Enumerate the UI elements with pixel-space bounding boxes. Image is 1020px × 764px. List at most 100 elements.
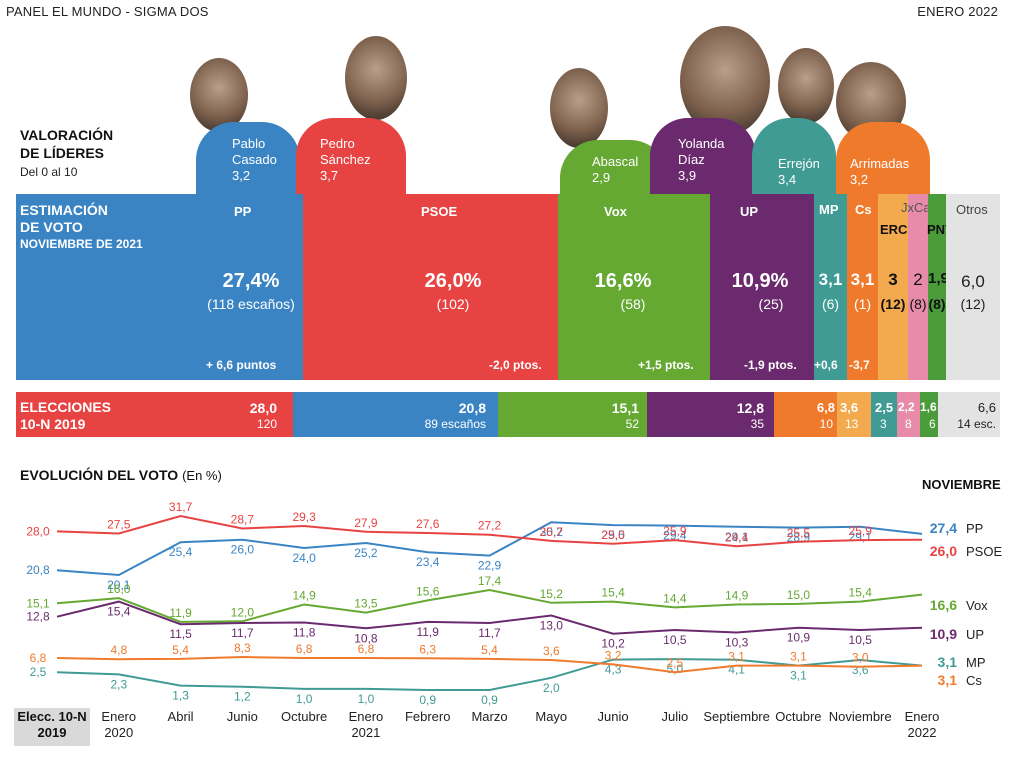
point-label-vox: 15,1 — [26, 596, 50, 610]
x-tick-label: Mayo — [535, 709, 568, 724]
point-label-cs: 6,8 — [358, 642, 375, 656]
arrimadas-body — [836, 122, 930, 194]
point-label-pp: 25,2 — [354, 546, 378, 560]
party-label: UP — [740, 204, 759, 219]
diaz-photo — [680, 26, 770, 136]
pct-value: 27,4% — [222, 270, 280, 292]
point-label-vox: 11,9 — [169, 606, 192, 620]
point-label-up: 11,9 — [416, 625, 439, 639]
date-label: ENERO 2022 — [917, 4, 998, 19]
point-label-cs: 4,8 — [110, 643, 127, 657]
point-label-up: 15,4 — [107, 605, 131, 619]
point-label-psoe: 25,9 — [663, 524, 687, 538]
election-pct: 1,6 — [920, 400, 937, 414]
point-label-pp: 23,4 — [416, 555, 440, 569]
estimate-mp: MP 3,1 (6) +0,6 — [814, 194, 847, 380]
x-tick-label: Junio — [226, 709, 258, 724]
point-label-mp: 2,3 — [110, 677, 127, 691]
election-seats: 89 escaños — [424, 417, 486, 431]
casado-name-2: Casado — [232, 152, 277, 167]
change-value: -3,7 — [849, 358, 870, 372]
jxcat-label: JxCat — [901, 200, 935, 215]
election-mp: 2,5 3 — [871, 392, 897, 437]
point-label-up: 13,0 — [540, 619, 564, 633]
pct-value: 6,0 — [961, 272, 985, 291]
point-label-up: 11,7 — [478, 626, 501, 640]
point-label-psoe: 27,2 — [478, 519, 502, 533]
election-jxcat: 2,2 8 — [897, 392, 920, 437]
x-tick-label: Septiembre — [703, 709, 770, 724]
election-seats: 3 — [880, 417, 887, 431]
party-label: Cs — [855, 202, 872, 217]
election-seats: 35 — [750, 417, 764, 431]
point-label-cs: 6,3 — [419, 642, 436, 656]
pct-value: 3 — [888, 270, 898, 289]
point-label-cs: 3,6 — [543, 644, 560, 658]
abascal-name: Abascal — [592, 154, 639, 169]
seats-value: (25) — [758, 296, 784, 312]
point-label-psoe: 27,9 — [354, 516, 378, 530]
point-label-psoe: 27,5 — [107, 517, 131, 531]
point-label-cs: 6,8 — [30, 651, 47, 665]
election-seats: 8 — [905, 417, 912, 431]
point-label-up: 11,8 — [293, 625, 316, 639]
x-tick-label: Enero 2021 — [348, 709, 384, 740]
point-label-mp: 1,0 — [296, 692, 313, 706]
end-value-mp: 3,1 — [938, 654, 958, 670]
sanchez-name-2: Sánchez — [320, 152, 371, 167]
party-label: Otros — [956, 202, 988, 217]
point-label-up: 10,5 — [663, 633, 687, 647]
election-seats: 14 esc. — [957, 417, 996, 431]
series-line-pp — [56, 521, 923, 577]
estimate-title-2: DE VOTO — [20, 219, 83, 235]
election-cs: 6,8 10 — [774, 392, 837, 437]
point-label-pp: 29,4 — [663, 529, 687, 543]
x-tick-label: Enero 2020 — [101, 709, 137, 740]
point-label-mp: 1,2 — [234, 690, 251, 704]
errejon-body — [752, 118, 836, 194]
series-line-up — [56, 600, 923, 635]
casado-photo — [190, 58, 248, 132]
point-label-psoe: 25,0 — [601, 528, 625, 542]
seats-value: (8) — [909, 296, 927, 312]
election-seats: 10 — [819, 417, 833, 431]
diaz-name-2: Díaz — [678, 152, 705, 167]
pct-value: 2 — [913, 270, 923, 289]
party-label: Vox — [604, 204, 627, 219]
point-label-psoe: 29,3 — [292, 510, 316, 524]
point-label-up: 10,5 — [849, 633, 873, 647]
evolution-title: EVOLUCIÓN DEL VOTO — [20, 467, 179, 483]
arrimadas-name: Arrimadas — [850, 156, 910, 171]
election-pct: 12,8 — [736, 400, 764, 416]
point-label-vox: 15,2 — [540, 587, 564, 601]
estimate-jxcat: 2 (8) — [908, 194, 928, 380]
diaz-name-1: Yolanda — [678, 136, 725, 151]
election-pct: 20,8 — [458, 400, 486, 416]
election-pct: 6,6 — [977, 400, 996, 415]
point-label-pp: 22,9 — [478, 559, 502, 573]
pct-value: 3,1 — [818, 270, 843, 289]
election-vox: 15,1 52 — [498, 392, 647, 437]
x-tick-label: Febrero — [404, 709, 451, 724]
point-label-cs: 6,8 — [296, 642, 313, 656]
election-pct: 3,6 — [840, 400, 859, 415]
point-label-cs: 3,0 — [852, 651, 869, 665]
point-label-cs: 3,1 — [790, 650, 807, 664]
point-label-mp: 2,5 — [30, 665, 47, 679]
point-label-vox: 15,4 — [849, 586, 873, 600]
point-label-pp: 26,0 — [231, 543, 255, 557]
seats-value: (102) — [436, 296, 470, 312]
point-label-pp: 20,1 — [107, 578, 131, 592]
point-label-mp: 0,9 — [419, 693, 436, 707]
point-label-vox: 13,5 — [354, 597, 378, 611]
leaders-title-1: VALORACIÓN — [20, 127, 114, 143]
point-label-up: 10,9 — [787, 631, 811, 645]
change-value: -2,0 ptos. — [489, 358, 542, 372]
abascal-score: 2,9 — [592, 170, 611, 185]
estimate-psoe: PSOE 26,0% (102) -2,0 ptos. — [303, 194, 558, 380]
point-label-psoe: 27,6 — [416, 517, 440, 531]
point-label-pp: 29,5 — [601, 528, 625, 542]
point-label-vox: 15,6 — [416, 584, 440, 598]
end-value-cs: 3,1 — [938, 672, 958, 688]
